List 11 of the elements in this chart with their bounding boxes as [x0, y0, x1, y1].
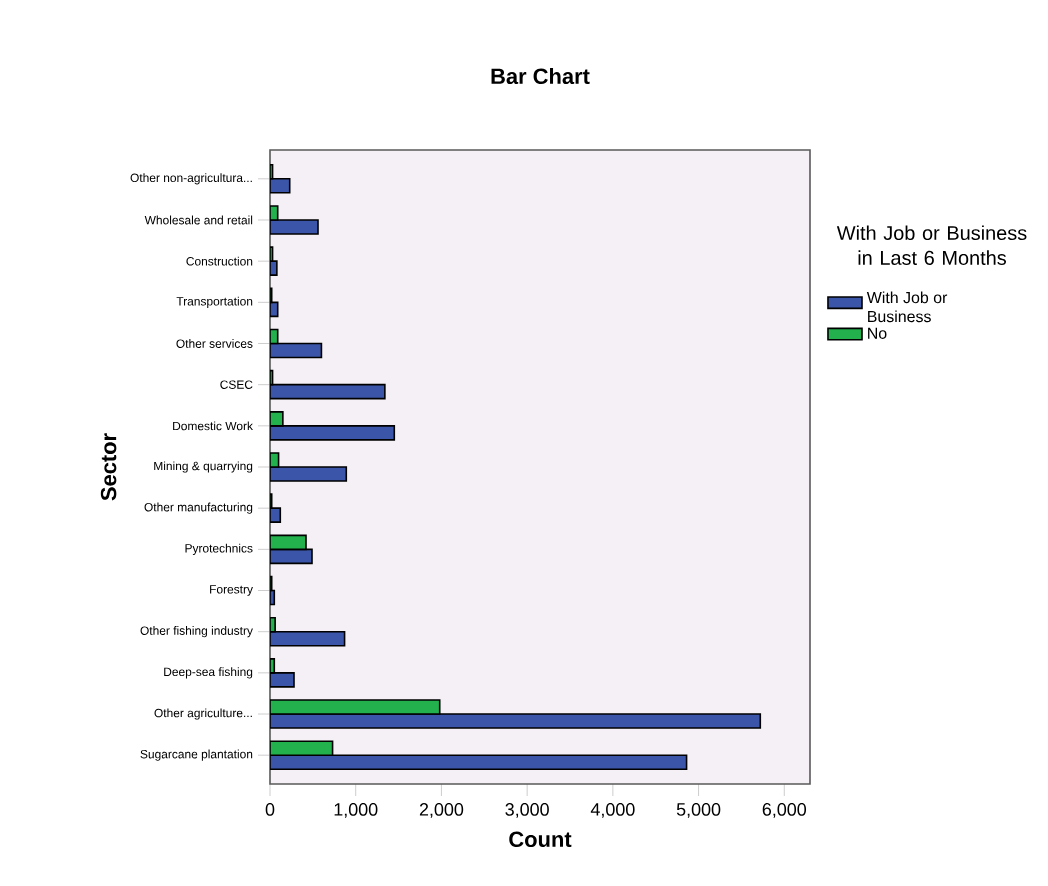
x-axis-title: Count [509, 831, 572, 848]
x-tick-label: 3,000 [505, 803, 549, 818]
x-tick-label: 0 [265, 803, 275, 816]
x-tick-label: 2,000 [419, 803, 464, 818]
legend-title: With Job or Business in Last 6 Months [836, 225, 1027, 265]
x-tick-label: 4,000 [590, 803, 635, 818]
x-tick-label: 5,000 [676, 803, 721, 818]
x-tick-label: 6,000 [762, 803, 807, 818]
y-axis-title: Sector [100, 433, 117, 501]
x-tick-label: 1,000 [334, 803, 378, 818]
chart-title: Bar Chart [491, 67, 590, 85]
